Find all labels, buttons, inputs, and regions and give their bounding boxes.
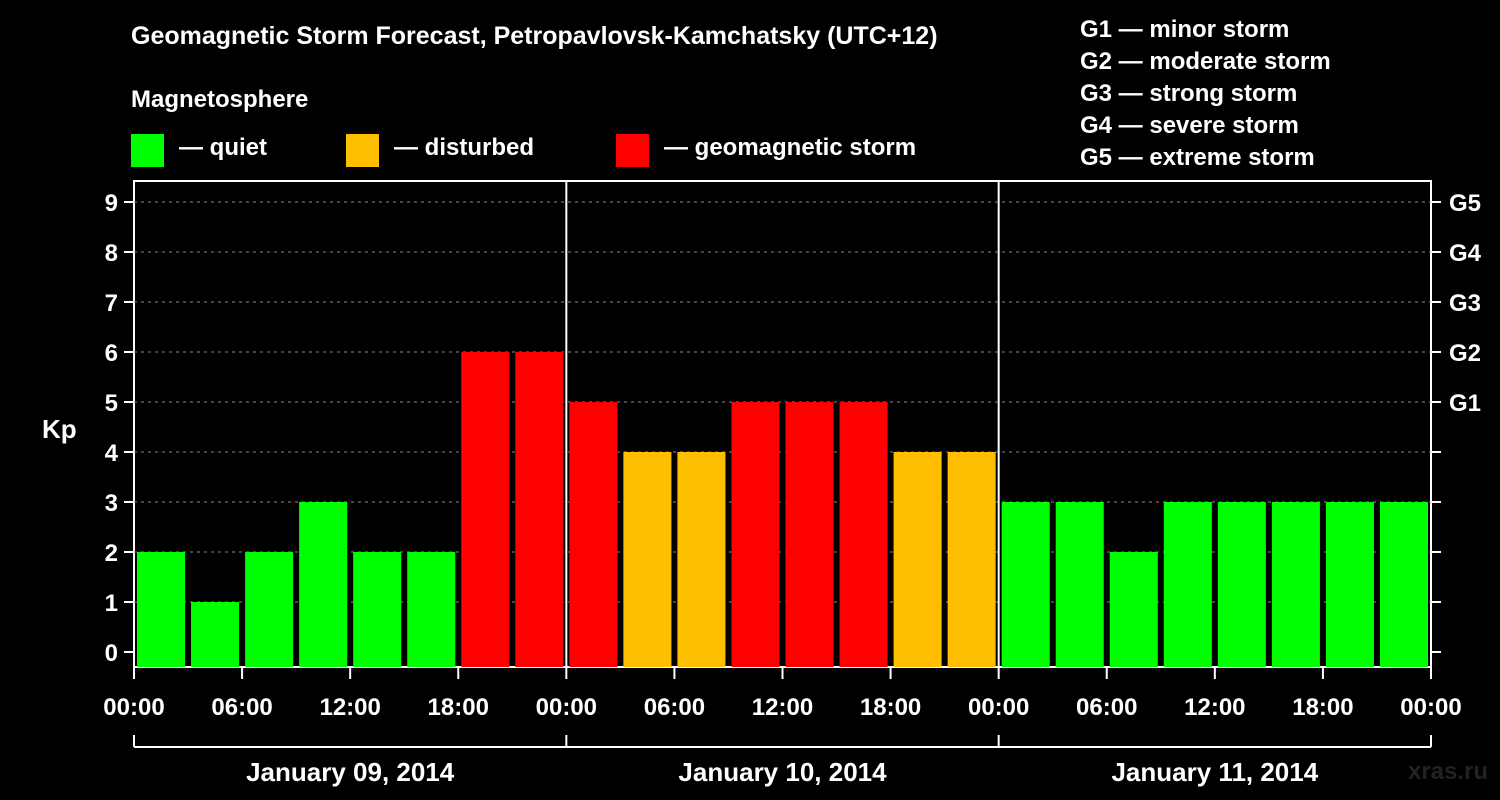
kp-bar [1163,502,1212,667]
x-tick-label: 18:00 [860,694,921,721]
kp-bar [1271,502,1320,667]
legend-swatch-storm [616,134,649,167]
kp-bar [785,402,834,667]
kp-bar [1379,502,1428,667]
g-level-label: G4 [1449,240,1482,267]
legend-label-disturbed: — disturbed [394,134,535,161]
kp-bar [137,552,186,667]
storm-scale-g5: G5 — extreme storm [1080,144,1315,171]
legend-heading: Magnetosphere [131,86,309,113]
date-label: January 11, 2014 [1111,757,1318,787]
kp-bar [569,402,618,667]
storm-scale: G1 — minor storm G2 — moderate storm G3 … [1080,14,1331,174]
kp-bar [191,602,240,667]
kp-bar [1001,502,1050,667]
date-label: January 09, 2014 [246,757,455,787]
y-tick-label: 6 [105,340,118,367]
x-tick-label: 18:00 [428,694,489,721]
y-tick-label: 3 [105,490,118,517]
legend-swatch-disturbed [346,134,379,167]
kp-bar [407,552,456,667]
y-tick-label: 7 [105,290,118,317]
kp-bar [947,452,996,667]
x-tick-label: 06:00 [644,694,705,721]
y-tick-label: 4 [105,440,119,467]
y-tick-label: 1 [105,590,118,617]
y-tick-label: 5 [105,390,118,417]
storm-scale-g1: G1 — minor storm [1080,16,1290,43]
kp-bar [245,552,294,667]
y-tick-label: 9 [105,190,118,217]
g-level-label: G3 [1449,290,1481,317]
y-tick-label: 0 [105,640,118,667]
y-tick-label: 2 [105,540,118,567]
x-tick-label: 12:00 [752,694,813,721]
kp-bar [623,452,672,667]
kp-bar [299,502,348,667]
g-level-label: G1 [1449,390,1481,417]
legend-label-quiet: — quiet [179,134,267,161]
storm-scale-g2: G2 — moderate storm [1080,48,1331,75]
kp-bar [1055,502,1104,667]
date-label: January 10, 2014 [678,757,887,787]
x-tick-label: 06:00 [1076,694,1137,721]
kp-bar [1109,552,1158,667]
kp-bar [515,352,564,667]
kp-bar [353,552,402,667]
storm-scale-g3: G3 — strong storm [1080,80,1298,107]
y-tick-label: 8 [105,240,118,267]
x-tick-label: 00:00 [103,694,164,721]
legend-swatch-quiet [131,134,164,167]
x-tick-label: 06:00 [211,694,272,721]
legend-label-storm: — geomagnetic storm [664,134,917,161]
kp-bar [839,402,888,667]
x-tick-label: 12:00 [1184,694,1245,721]
g-level-label: G2 [1449,340,1481,367]
watermark: xras.ru [1407,758,1488,785]
chart-title: Geomagnetic Storm Forecast, Petropavlovs… [131,22,938,50]
kp-bar [1325,502,1374,667]
x-tick-label: 18:00 [1292,694,1353,721]
g-level-label: G5 [1449,190,1481,217]
x-tick-label: 00:00 [536,694,597,721]
x-tick-label: 00:00 [968,694,1029,721]
x-tick-label: 00:00 [1400,694,1461,721]
kp-bar [461,352,510,667]
kp-bar [731,402,780,667]
x-tick-label: 12:00 [319,694,380,721]
kp-bar [677,452,726,667]
kp-bar [893,452,942,667]
y-axis-label: Kp [42,414,77,444]
storm-scale-g4: G4 — severe storm [1080,112,1299,139]
kp-bar [1217,502,1266,667]
